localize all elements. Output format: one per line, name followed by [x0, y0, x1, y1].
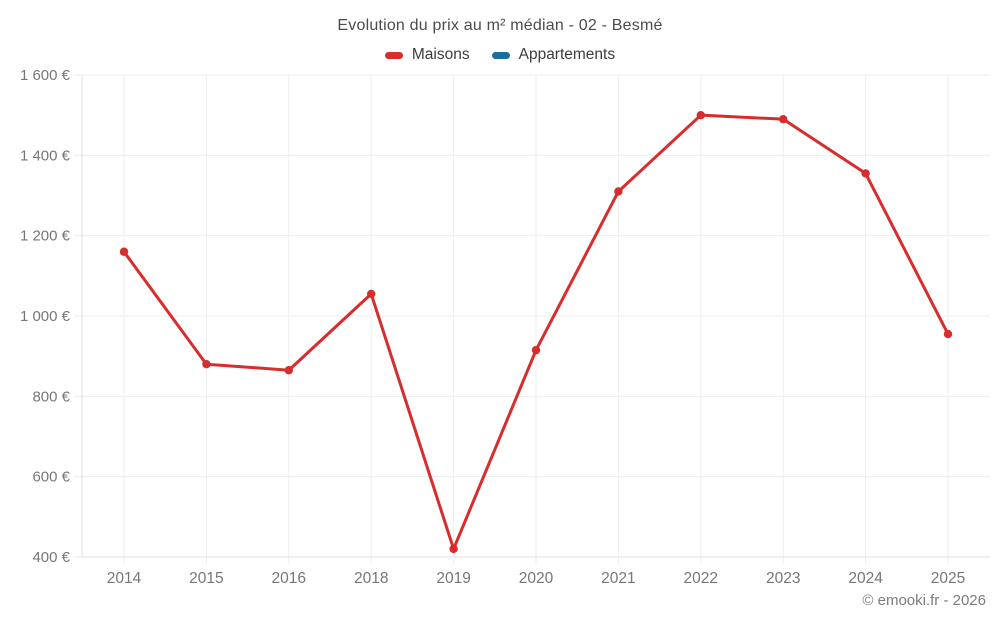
data-point-maisons-2018[interactable] — [367, 289, 376, 299]
x-axis-tick-label: 2024 — [848, 570, 883, 587]
chart-title: Evolution du prix au m² médian - 02 - Be… — [337, 17, 663, 34]
y-axis-tick-label: 800 € — [32, 388, 70, 405]
y-axis-tick-label: 1 200 € — [20, 228, 71, 245]
y-axis-tick-label: 400 € — [32, 549, 70, 566]
data-point-maisons-2021[interactable] — [614, 187, 623, 196]
maisons-series-swatch-icon — [384, 51, 403, 59]
footer-credit: © emooki.fr - 2026 — [862, 592, 986, 609]
appartements-series-swatch-icon — [491, 51, 510, 59]
chart-legend: Maisons Appartements — [0, 46, 1000, 64]
data-point-maisons-2015[interactable] — [202, 360, 211, 369]
legend-item-maisons[interactable]: Maisons — [384, 46, 470, 64]
x-axis-tick-label: 2025 — [931, 570, 965, 587]
legend-label-appartements: Appartements — [518, 46, 616, 63]
x-axis-tick-label: 2016 — [272, 570, 306, 587]
y-axis-tick-label: 1 000 € — [20, 308, 71, 325]
x-axis-tick-label: 2022 — [684, 570, 718, 587]
y-axis-tick-label: 1 600 € — [20, 67, 71, 84]
data-point-maisons-2020[interactable] — [531, 345, 541, 355]
x-axis-tick-label: 2023 — [766, 570, 800, 587]
legend-item-appartements[interactable]: Appartements — [491, 46, 616, 64]
x-axis-tick-label: 2019 — [436, 570, 470, 587]
data-point-maisons-2016[interactable] — [284, 366, 293, 375]
x-axis-tick-label: 2020 — [519, 570, 554, 587]
x-axis-tick-label: 2018 — [354, 570, 388, 587]
data-point-maisons-2019[interactable] — [449, 544, 458, 554]
data-point-maisons-2022[interactable] — [696, 110, 705, 120]
y-axis-tick-label: 600 € — [32, 469, 70, 486]
data-point-maisons-2014[interactable] — [119, 247, 129, 256]
y-axis-tick-label: 1 400 € — [20, 147, 71, 164]
legend-label-maisons: Maisons — [411, 46, 470, 63]
data-point-maisons-2025[interactable] — [943, 329, 953, 339]
data-point-maisons-2024[interactable] — [861, 169, 870, 178]
x-axis-tick-label: 2021 — [601, 570, 635, 587]
x-axis-tick-label: 2015 — [189, 570, 223, 587]
x-axis-tick-label: 2014 — [107, 570, 142, 587]
data-point-maisons-2023[interactable] — [779, 114, 788, 124]
